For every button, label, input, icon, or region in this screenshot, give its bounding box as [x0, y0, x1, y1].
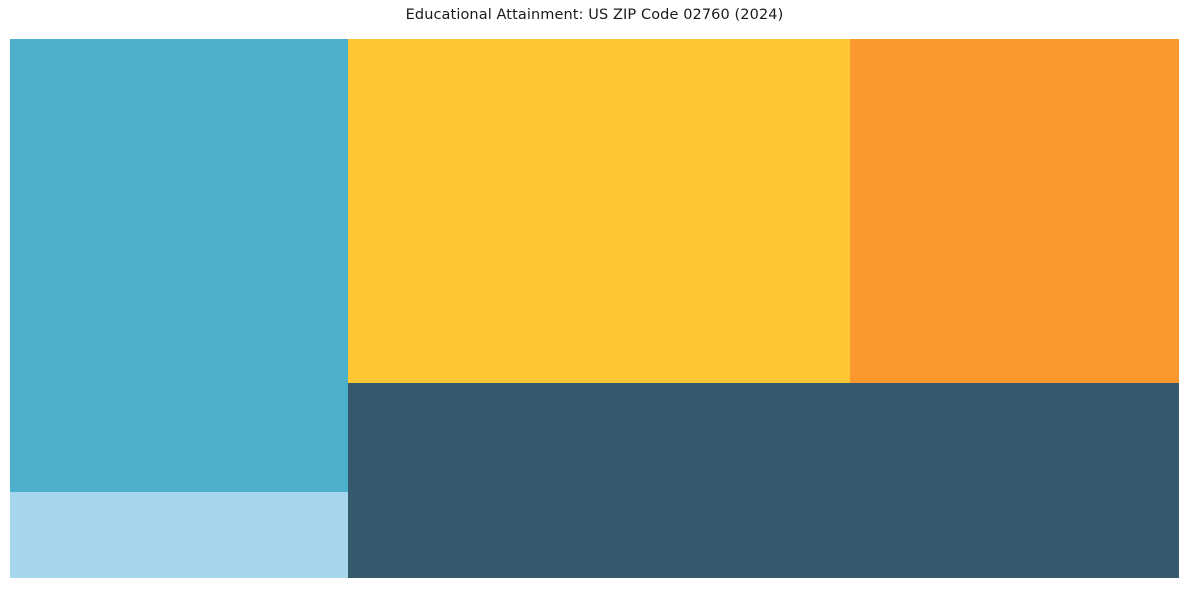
treemap-tile-less-than-high-school[interactable]: Less than high school diploma [10, 492, 348, 578]
treemap-plot-area: Some college or associate's degree Less … [10, 39, 1179, 578]
treemap-tile-high-school-graduate[interactable]: High school graduate (includes equivalen… [348, 383, 1179, 578]
treemap-tile-graduate-or-professional-degree[interactable]: Graduate or professional degree [850, 39, 1179, 383]
treemap-tile-bachelors-degree[interactable]: Bachelor's degree [348, 39, 850, 383]
treemap-tile-some-college[interactable]: Some college or associate's degree [10, 39, 348, 492]
page-title: Educational Attainment: US ZIP Code 0276… [405, 7, 784, 23]
